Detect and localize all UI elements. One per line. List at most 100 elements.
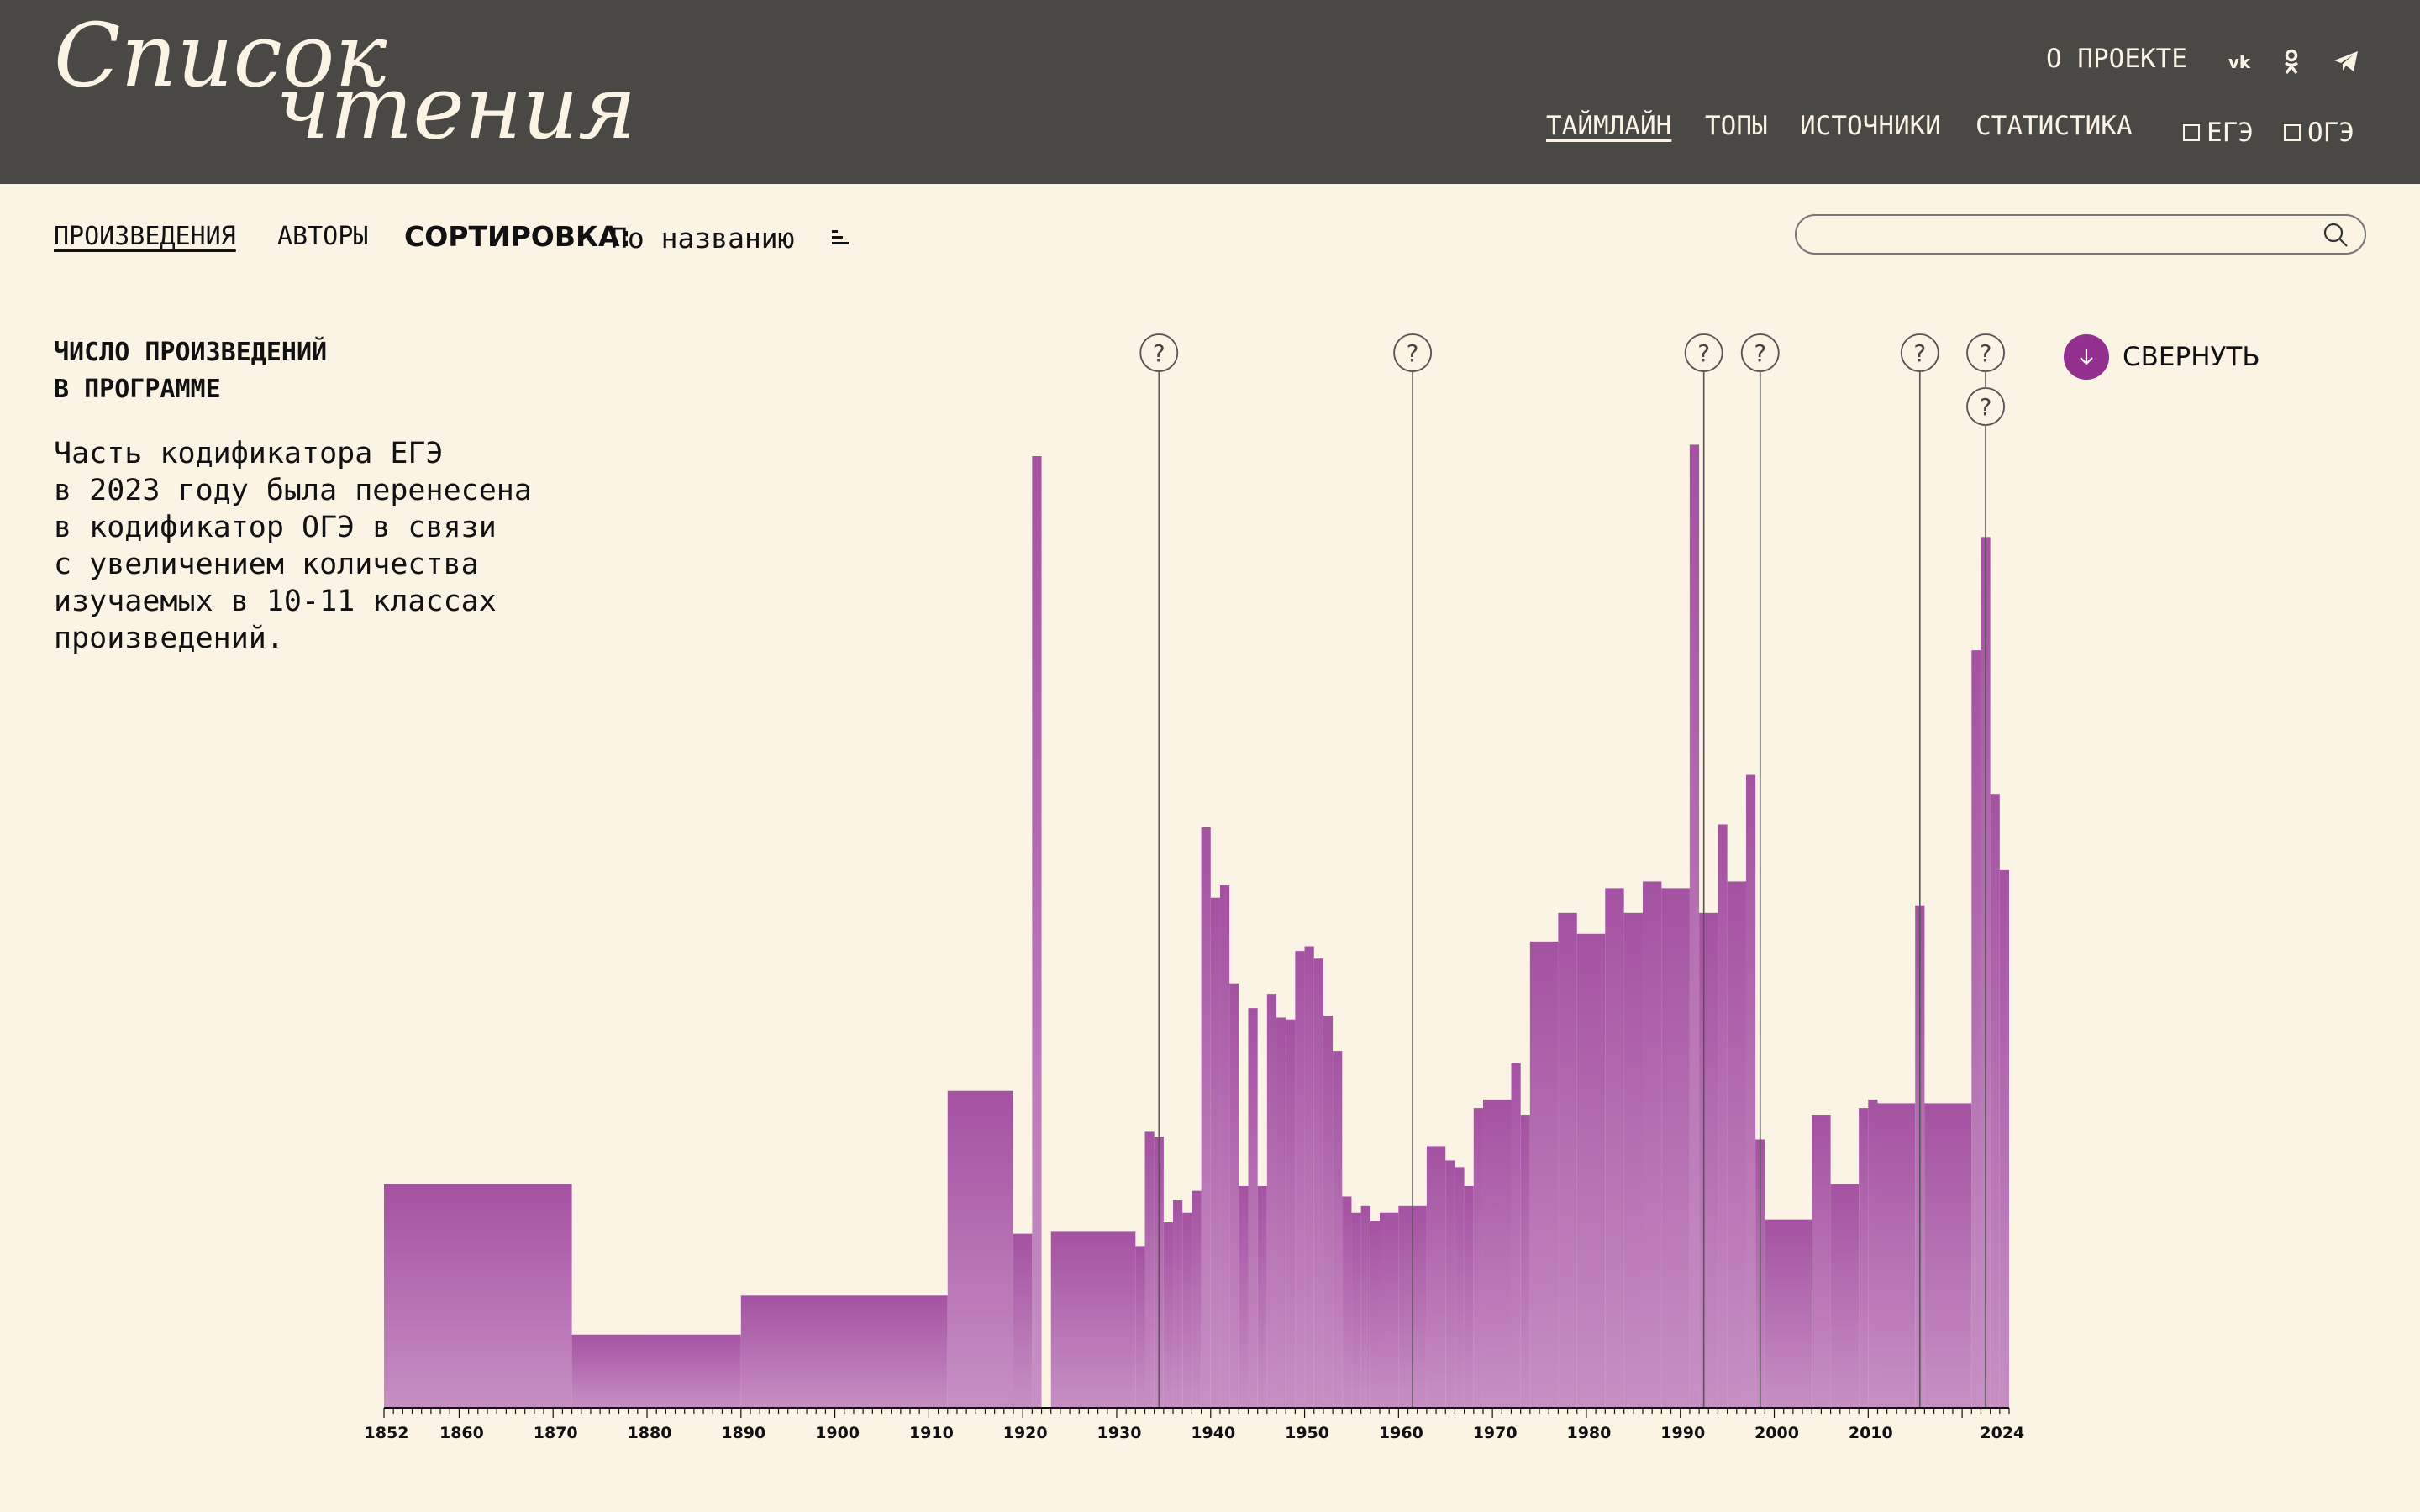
bar-1991[interactable] — [1689, 444, 1700, 1408]
filter-oge[interactable]: ОГЭ — [2284, 118, 2354, 148]
bar-1945[interactable] — [1257, 1186, 1267, 1408]
bar-1974[interactable] — [1529, 941, 1559, 1408]
bar-1967[interactable] — [1464, 1186, 1474, 1408]
sort-order-icon[interactable] — [832, 228, 850, 250]
bar-1979[interactable] — [1576, 933, 1606, 1408]
bar-1955[interactable] — [1351, 1212, 1361, 1408]
bar-1992[interactable] — [1699, 912, 1718, 1408]
bar-1936[interactable] — [1173, 1200, 1183, 1408]
nav-statistics[interactable]: СТАТИСТИКА — [1975, 111, 2133, 141]
bar-1957[interactable] — [1370, 1221, 1380, 1408]
odnoklassniki-icon[interactable] — [2277, 47, 2306, 76]
nav-sources[interactable]: ИСТОЧНИКИ — [1800, 111, 1941, 141]
bar-1994[interactable] — [1718, 824, 1728, 1408]
collapse-button[interactable]: СВЕРНУТЬ — [2064, 334, 2260, 380]
x-tick-label: 1870 — [534, 1424, 578, 1442]
bar-1852[interactable] — [384, 1184, 572, 1408]
search-input[interactable] — [1795, 214, 2366, 255]
bar-1872[interactable] — [571, 1334, 741, 1408]
chart-title: ЧИСЛО ПРОИЗВЕДЕНИЙ В ПРОГРАММЕ — [54, 338, 328, 404]
bar-1947[interactable] — [1276, 1017, 1286, 1408]
bar-1912[interactable] — [947, 1090, 1014, 1408]
marker-question-icon[interactable] — [1139, 333, 1179, 372]
bar-1939[interactable] — [1201, 827, 1211, 1408]
bar-1958[interactable] — [1379, 1212, 1399, 1408]
bar-1949[interactable] — [1295, 951, 1305, 1408]
filter-ege[interactable]: ЕГЭ — [2183, 118, 2254, 148]
bar-2011[interactable] — [1877, 1103, 1916, 1408]
telegram-icon[interactable] — [2332, 47, 2360, 76]
nav-tops[interactable]: ТОПЫ — [1705, 111, 1768, 141]
bar-2016[interactable] — [1924, 1103, 1972, 1408]
marker-question-icon[interactable] — [1966, 387, 2005, 426]
bar-1948[interactable] — [1286, 1019, 1296, 1408]
about-link[interactable]: О ПРОЕКТЕ — [2046, 44, 2187, 74]
tab-works[interactable]: ПРОИЗВЕДЕНИЯ — [54, 222, 236, 251]
bar-1950[interactable] — [1304, 946, 1314, 1408]
bar-1933[interactable] — [1144, 1131, 1155, 1408]
bar-1946[interactable] — [1266, 994, 1277, 1408]
bar-1890[interactable] — [740, 1295, 948, 1408]
bar-1977[interactable] — [1558, 912, 1577, 1408]
bar-2004[interactable] — [1812, 1115, 1831, 1408]
bar-1940[interactable] — [1210, 897, 1220, 1408]
bar-1944[interactable] — [1248, 1008, 1258, 1408]
bar-1937[interactable] — [1182, 1212, 1192, 1408]
bar-1953[interactable] — [1333, 1051, 1343, 1408]
tab-authors[interactable]: АВТОРЫ — [277, 222, 369, 251]
bar-1956[interactable] — [1360, 1205, 1370, 1408]
bar-1952[interactable] — [1323, 1016, 1334, 1408]
vk-icon[interactable]: vk — [2225, 47, 2254, 76]
marker-question-icon[interactable] — [1740, 333, 1780, 372]
bar-1923[interactable] — [1050, 1231, 1136, 1408]
bar-2024[interactable] — [1999, 869, 2009, 1408]
bar-1982[interactable] — [1605, 888, 1624, 1408]
bar-1988[interactable] — [1661, 888, 1690, 1408]
bar-1942[interactable] — [1229, 983, 1239, 1408]
bar-1986[interactable] — [1643, 881, 1662, 1408]
bar-1938[interactable] — [1192, 1190, 1202, 1408]
x-tick-label: 1890 — [721, 1424, 765, 1442]
marker-label: ? — [1407, 339, 1419, 367]
bar-1963[interactable] — [1426, 1146, 1446, 1408]
bar-1966[interactable] — [1455, 1167, 1465, 1408]
oge-checkbox[interactable] — [2284, 124, 2301, 141]
bar-1997[interactable] — [1745, 774, 1756, 1408]
bar-1943[interactable] — [1239, 1186, 1249, 1408]
x-tick-label: 1900 — [815, 1424, 860, 1442]
x-tick-label: 1852 — [365, 1424, 409, 1442]
bar-2010[interactable] — [1868, 1099, 1878, 1408]
bar-2006[interactable] — [1830, 1184, 1860, 1408]
bar-1973[interactable] — [1520, 1115, 1530, 1408]
search-icon[interactable] — [2323, 222, 2349, 252]
site-logo-line1[interactable]: Список — [54, 4, 387, 107]
bar-1972[interactable] — [1511, 1063, 1521, 1408]
site-logo-line2[interactable]: чтения — [276, 56, 637, 159]
ege-checkbox[interactable] — [2183, 124, 2200, 141]
marker-question-icon[interactable] — [1900, 333, 1939, 372]
bar-1995[interactable] — [1727, 881, 1746, 1408]
chart-note: Часть кодификатора ЕГЭ в 2023 году была … — [54, 437, 532, 655]
bar-1965[interactable] — [1445, 1160, 1455, 1408]
bar-1951[interactable] — [1313, 958, 1323, 1408]
bar-1999[interactable] — [1765, 1219, 1812, 1408]
nav-timeline[interactable]: ТАЙМЛАЙН — [1546, 111, 1672, 141]
bar-1921[interactable] — [1032, 456, 1042, 1408]
bar-2023[interactable] — [1990, 794, 2000, 1408]
bar-1954[interactable] — [1342, 1196, 1352, 1408]
bar-1941[interactable] — [1219, 885, 1230, 1408]
marker-question-icon[interactable] — [1684, 333, 1723, 372]
marker-question-icon[interactable] — [1966, 333, 2005, 372]
x-tick-label: 1990 — [1660, 1424, 1705, 1442]
marker-question-icon[interactable] — [1393, 333, 1433, 372]
bar-1932[interactable] — [1135, 1246, 1145, 1408]
bar-2009[interactable] — [1859, 1108, 1869, 1408]
bar-1935[interactable] — [1163, 1222, 1174, 1408]
bar-1969[interactable] — [1482, 1099, 1512, 1408]
bar-1984[interactable] — [1623, 912, 1644, 1408]
bar-2021[interactable] — [1971, 650, 1981, 1408]
bar-1919[interactable] — [1013, 1233, 1033, 1408]
bar-1968[interactable] — [1473, 1108, 1483, 1408]
sort-select[interactable]: По названию — [611, 222, 795, 255]
x-tick-label: 1930 — [1097, 1424, 1142, 1442]
